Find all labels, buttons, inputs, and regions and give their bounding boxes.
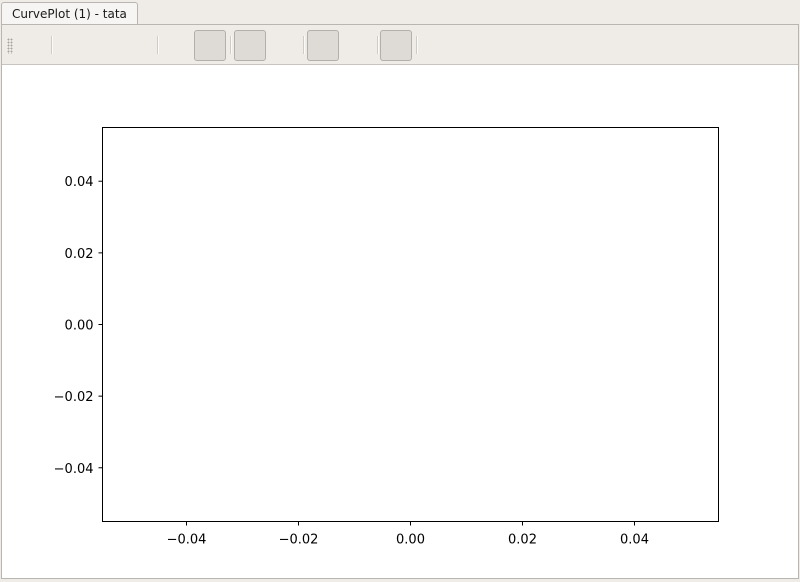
toolbar-separator — [303, 36, 305, 54]
toolbar-button-2[interactable] — [234, 30, 266, 61]
plot-area: tata −0.04−0.020.000.020.04 −0.04−0.020.… — [2, 65, 798, 578]
x-tick-label: −0.04 — [167, 533, 207, 548]
axes-frame[interactable] — [102, 127, 719, 522]
toolbar-button-4[interactable] — [380, 30, 412, 61]
toolbar-separator — [230, 36, 232, 54]
toolbar — [2, 25, 798, 65]
toolbar-button-1[interactable] — [194, 30, 226, 61]
y-tick-label: 0.04 — [65, 175, 94, 190]
y-tick-label: 0.02 — [65, 247, 94, 262]
tab-curveplot[interactable]: CurvePlot (1) - tata — [1, 2, 138, 25]
toolbar-separator — [157, 36, 159, 54]
x-axis: −0.04 −0.02 0.00 0.02 0.04 — [167, 521, 649, 548]
plot-panel: tata −0.04−0.020.000.020.04 −0.04−0.020.… — [1, 24, 799, 579]
x-tick-label: 0.00 — [396, 533, 425, 548]
tab-bar: CurvePlot (1) - tata — [0, 0, 800, 25]
toolbar-grip-handle[interactable] — [7, 38, 13, 54]
chart: tata −0.04−0.020.000.020.04 −0.04−0.020.… — [54, 127, 719, 548]
x-tick-label: 0.04 — [620, 533, 649, 548]
y-tick-label: −0.04 — [54, 462, 94, 477]
toolbar-separator — [51, 36, 53, 54]
y-tick-label: 0.00 — [65, 319, 94, 334]
y-axis: −0.04 −0.02 0.00 0.02 0.04 — [54, 175, 103, 477]
x-tick-label: −0.02 — [279, 533, 319, 548]
y-tick-label: −0.02 — [54, 390, 94, 405]
toolbar-separator — [377, 36, 379, 54]
toolbar-button-3[interactable] — [307, 30, 339, 61]
x-tick-label: 0.02 — [508, 533, 537, 548]
toolbar-separator — [416, 36, 418, 54]
